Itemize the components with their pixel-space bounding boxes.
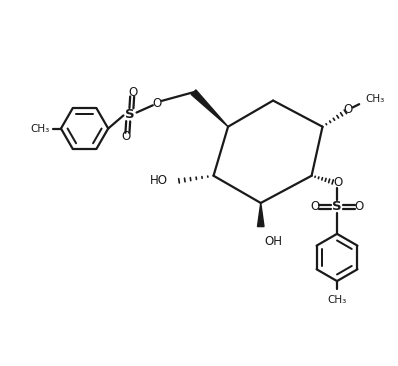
- Text: S: S: [332, 200, 342, 213]
- Text: O: O: [354, 200, 363, 213]
- Text: O: O: [152, 97, 162, 109]
- Text: O: O: [122, 130, 131, 143]
- Polygon shape: [191, 90, 228, 127]
- Text: O: O: [310, 200, 320, 213]
- Polygon shape: [258, 203, 264, 227]
- Text: O: O: [128, 86, 138, 100]
- Text: OH: OH: [264, 235, 282, 248]
- Text: CH₃: CH₃: [31, 123, 50, 134]
- Text: CH₃: CH₃: [365, 94, 384, 104]
- Text: HO: HO: [150, 174, 168, 187]
- Text: CH₃: CH₃: [328, 295, 347, 305]
- Text: O: O: [333, 176, 342, 190]
- Text: S: S: [125, 108, 135, 121]
- Text: O: O: [343, 103, 353, 116]
